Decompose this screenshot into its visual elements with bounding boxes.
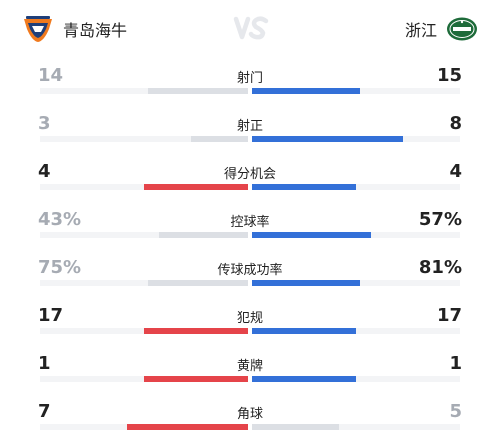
stat-row: 7 角球 5 (0, 392, 500, 440)
stats-list: 14 射门 15 3 射正 8 4 得分机会 4 43% 控球率 57% 75% 传球成功率 81% 17 犯规… (0, 56, 500, 440)
vs-icon (233, 16, 269, 40)
away-stat-value: 8 (449, 113, 462, 134)
home-stat-bar-track (40, 328, 248, 334)
stat-label: 犯规 (236, 311, 263, 326)
home-stat-bar (127, 424, 248, 430)
stat-row: 75% 传球成功率 81% (0, 248, 500, 296)
away-stat-bar-track (252, 88, 460, 94)
qingdao-hainiu-logo-icon (24, 16, 52, 42)
away-stat-value: 4 (449, 161, 462, 182)
home-stat-bar-track (40, 184, 248, 190)
home-stat-value: 14 (38, 65, 64, 86)
home-stat-value: 4 (38, 161, 51, 182)
home-stat-bar-track (40, 232, 248, 238)
home-stat-bar (144, 328, 248, 334)
stat-label: 角球 (236, 407, 263, 422)
stat-label: 得分机会 (223, 167, 276, 182)
away-stat-bar-track (252, 280, 460, 286)
stat-row: 3 射正 8 (0, 104, 500, 152)
away-stat-bar-track (252, 328, 460, 334)
away-stat-bar (252, 328, 356, 334)
home-stat-bar (144, 184, 248, 190)
away-stat-bar (252, 376, 356, 382)
away-stat-bar (252, 136, 403, 142)
away-stat-value: 17 (436, 305, 462, 326)
home-stat-bar-track (40, 136, 248, 142)
home-stat-value: 7 (38, 401, 51, 422)
stat-label: 控球率 (230, 215, 270, 230)
away-team-name: 浙江 (404, 21, 437, 40)
home-stat-bar (159, 232, 248, 238)
home-stat-bar-track (40, 424, 248, 430)
away-stat-bar-track (252, 376, 460, 382)
home-stat-bar-track (40, 280, 248, 286)
away-stat-value: 57% (418, 209, 462, 230)
away-team[interactable]: 浙江 (405, 14, 478, 44)
stat-label: 射正 (236, 119, 263, 134)
stat-row: 14 射门 15 (0, 56, 500, 104)
home-stat-bar-track (40, 376, 248, 382)
match-header: 青岛海牛 浙江 (0, 0, 500, 56)
home-stat-value: 3 (38, 113, 51, 134)
stat-label: 黄牌 (236, 359, 263, 374)
away-stat-bar (252, 88, 360, 94)
away-stat-bar (252, 280, 360, 286)
home-stat-bar (191, 136, 248, 142)
home-stat-bar (148, 280, 248, 286)
stat-row: 4 得分机会 4 (0, 152, 500, 200)
away-stat-value: 15 (436, 65, 462, 86)
stat-label: 射门 (236, 71, 263, 86)
away-stat-value: 5 (449, 401, 462, 422)
home-stat-bar (144, 376, 248, 382)
stat-row: 43% 控球率 57% (0, 200, 500, 248)
away-stat-bar-track (252, 232, 460, 238)
stat-row: 17 犯规 17 (0, 296, 500, 344)
away-stat-bar-track (252, 424, 460, 430)
away-stat-value: 81% (418, 257, 462, 278)
home-team[interactable]: 青岛海牛 (22, 14, 127, 44)
away-stat-bar (252, 424, 339, 430)
home-stat-bar (148, 88, 248, 94)
away-stat-bar (252, 184, 356, 190)
stat-label: 传球成功率 (217, 263, 283, 278)
away-stat-bar-track (252, 184, 460, 190)
home-stat-value: 1 (38, 353, 51, 374)
home-stat-value: 75% (38, 257, 82, 278)
home-stat-value: 17 (38, 305, 64, 326)
home-stat-value: 43% (38, 209, 82, 230)
away-stat-bar-track (252, 136, 460, 142)
away-stat-value: 1 (449, 353, 462, 374)
home-team-name: 青岛海牛 (63, 21, 128, 40)
home-stat-bar-track (40, 88, 248, 94)
stat-row: 1 黄牌 1 (0, 344, 500, 392)
zhejiang-logo-icon (447, 17, 477, 41)
away-stat-bar (252, 232, 371, 238)
